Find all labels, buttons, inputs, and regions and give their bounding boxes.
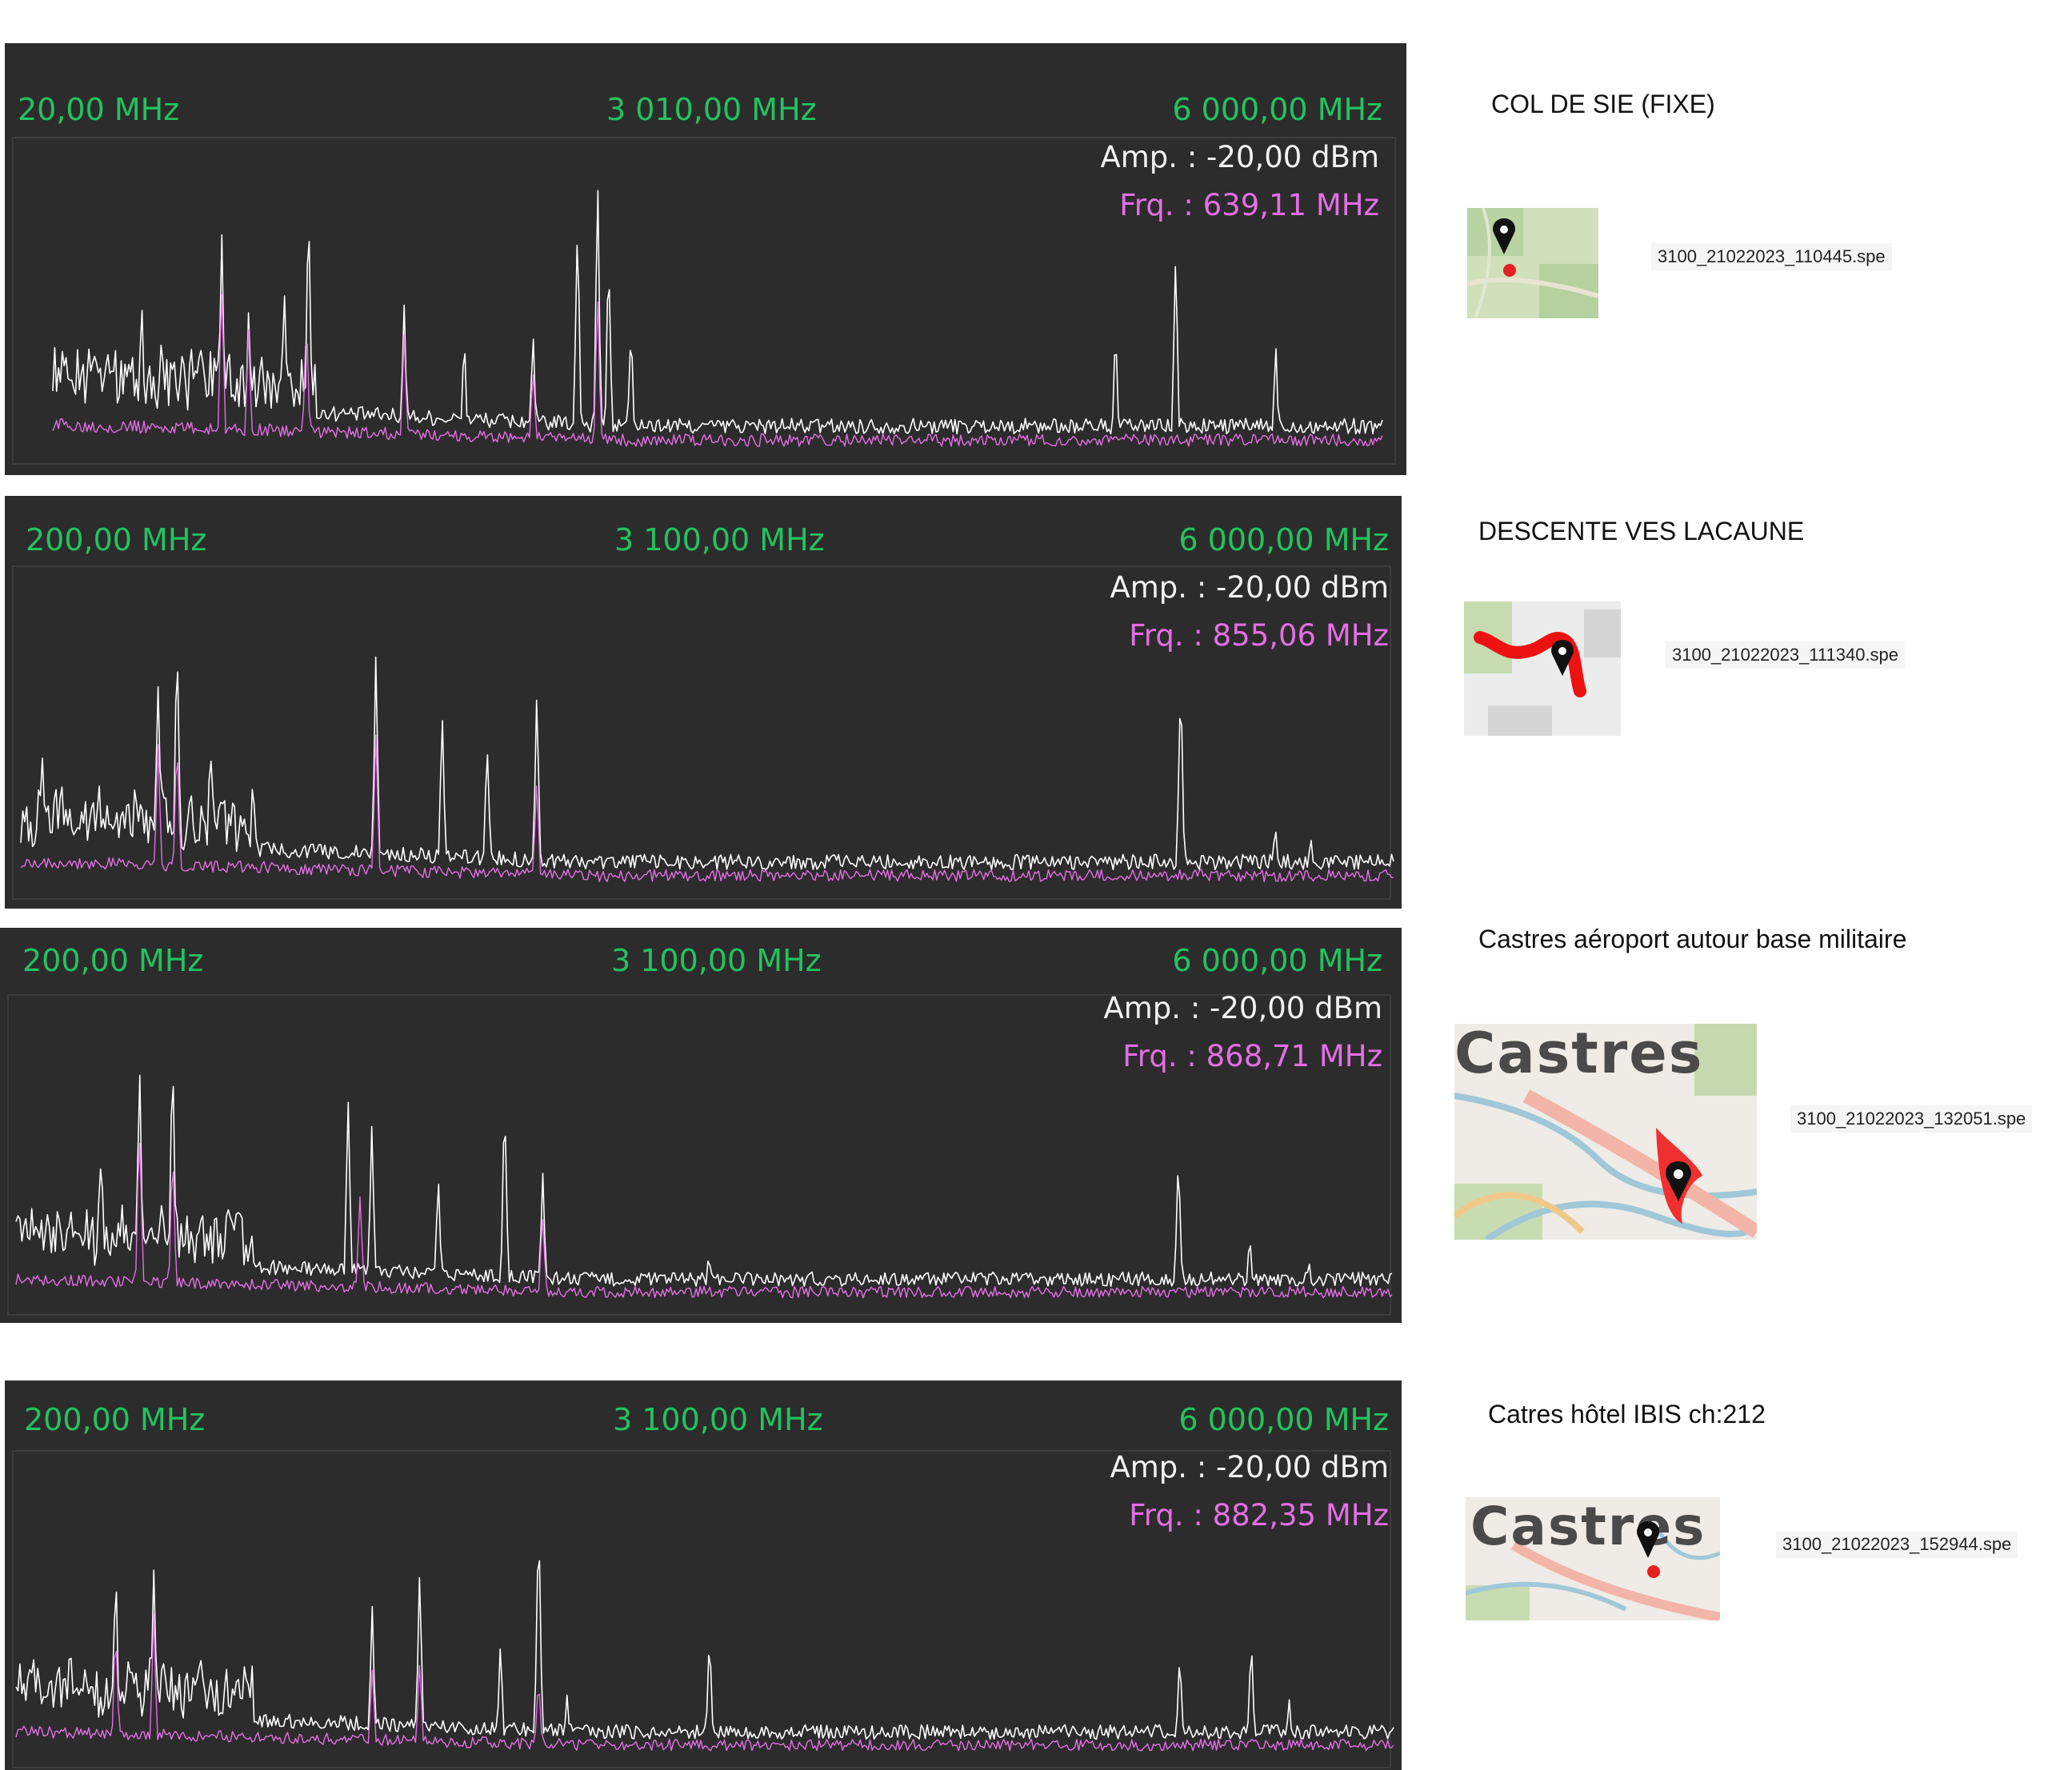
spectrum-trace-magenta <box>15 1142 1393 1299</box>
map-pin-icon <box>1666 1161 1691 1201</box>
plot-frame <box>7 994 1391 1316</box>
spectrum-trace-magenta <box>20 734 1394 883</box>
spectrum-trace-white <box>15 1074 1393 1288</box>
plot-frame <box>12 137 1396 465</box>
map-thumbnail-1 <box>1467 208 1598 318</box>
marker-frequency-readout: Frq. : 639,11 MHz <box>1119 188 1379 222</box>
spectrum-panel-3: 200,00 MHz 3 100,00 MHz 6 000,00 MHz Amp… <box>0 928 1402 1323</box>
freq-start-label: 20,00 MHz <box>18 92 180 127</box>
spectrum-trace-white <box>15 1560 1394 1740</box>
marker-frequency-readout: Frq. : 855,06 MHz <box>1129 618 1389 653</box>
spectrum-trace-magenta <box>15 1613 1394 1752</box>
marker-frequency-readout: Frq. : 868,71 MHz <box>1122 1039 1382 1073</box>
plot-frame <box>12 1450 1391 1768</box>
marker-frequency-readout: Frq. : 882,35 MHz <box>1129 1498 1389 1532</box>
spectrum-plot-1 <box>12 137 1396 465</box>
freq-center-label: 3 100,00 MHz <box>611 943 822 978</box>
map-pin-icon <box>1551 640 1574 676</box>
map-thumbnail-4: Castres <box>1466 1497 1720 1620</box>
freq-start-label: 200,00 MHz <box>26 522 207 557</box>
location-title-2: DESCENTE VES LACAUNE <box>1478 517 1805 545</box>
amplitude-readout: Amp. : -20,00 dBm <box>1110 570 1389 605</box>
map-city-label: Castres <box>1454 1024 1704 1086</box>
file-name-2: 3100_21022023_111340.spe <box>1666 641 1906 669</box>
spectrum-plot-2 <box>12 565 1394 900</box>
amplitude-readout: Amp. : -20,00 dBm <box>1110 1450 1389 1484</box>
spectrum-panel-2: 200,00 MHz 3 100,00 MHz 6 000,00 MHz Amp… <box>5 496 1402 909</box>
freq-center-label: 3 010,00 MHz <box>606 92 817 127</box>
spectrum-plot-4 <box>12 1450 1394 1768</box>
freq-end-label: 6 000,00 MHz <box>1172 92 1382 127</box>
spectrum-plot-3 <box>7 994 1393 1316</box>
spectrum-trace-white <box>20 656 1394 871</box>
map-thumbnail-3: Castres <box>1454 1024 1757 1240</box>
map-pin-icon <box>1637 1521 1660 1578</box>
location-title-1: COL DE SIE (FIXE) <box>1491 90 1715 118</box>
freq-start-label: 200,00 MHz <box>22 943 204 978</box>
map-pin-icon <box>1493 218 1516 277</box>
map-city-label: Castres <box>1470 1497 1706 1557</box>
freq-end-label: 6 000,00 MHz <box>1178 1402 1389 1437</box>
amplitude-readout: Amp. : -20,00 dBm <box>1100 140 1379 174</box>
location-title-4: Catres hôtel IBIS ch:212 <box>1488 1400 1766 1428</box>
freq-end-label: 6 000,00 MHz <box>1172 943 1382 978</box>
file-name-1: 3100_21022023_110445.spe <box>1651 243 1892 270</box>
spectrum-panel-4: 200,00 MHz 3 100,00 MHz 6 000,00 MHz Amp… <box>5 1380 1402 1770</box>
spectrum-trace-white <box>52 190 1383 435</box>
freq-center-label: 3 100,00 MHz <box>613 1402 823 1437</box>
freq-end-label: 6 000,00 MHz <box>1178 522 1389 557</box>
spectrum-panel-1: 20,00 MHz 3 010,00 MHz 6 000,00 MHz Amp.… <box>5 43 1406 475</box>
spectrum-trace-magenta <box>52 294 1383 447</box>
amplitude-readout: Amp. : -20,00 dBm <box>1103 991 1382 1025</box>
map-thumbnail-2 <box>1464 601 1621 736</box>
file-name-4: 3100_21022023_152944.spe <box>1776 1531 2018 1558</box>
location-title-3: Castres aéroport autour base militaire <box>1478 925 1907 953</box>
freq-start-label: 200,00 MHz <box>24 1402 206 1437</box>
file-name-3: 3100_21022023_132051.spe <box>1790 1105 2033 1133</box>
freq-center-label: 3 100,00 MHz <box>614 522 825 557</box>
plot-frame <box>12 565 1391 900</box>
